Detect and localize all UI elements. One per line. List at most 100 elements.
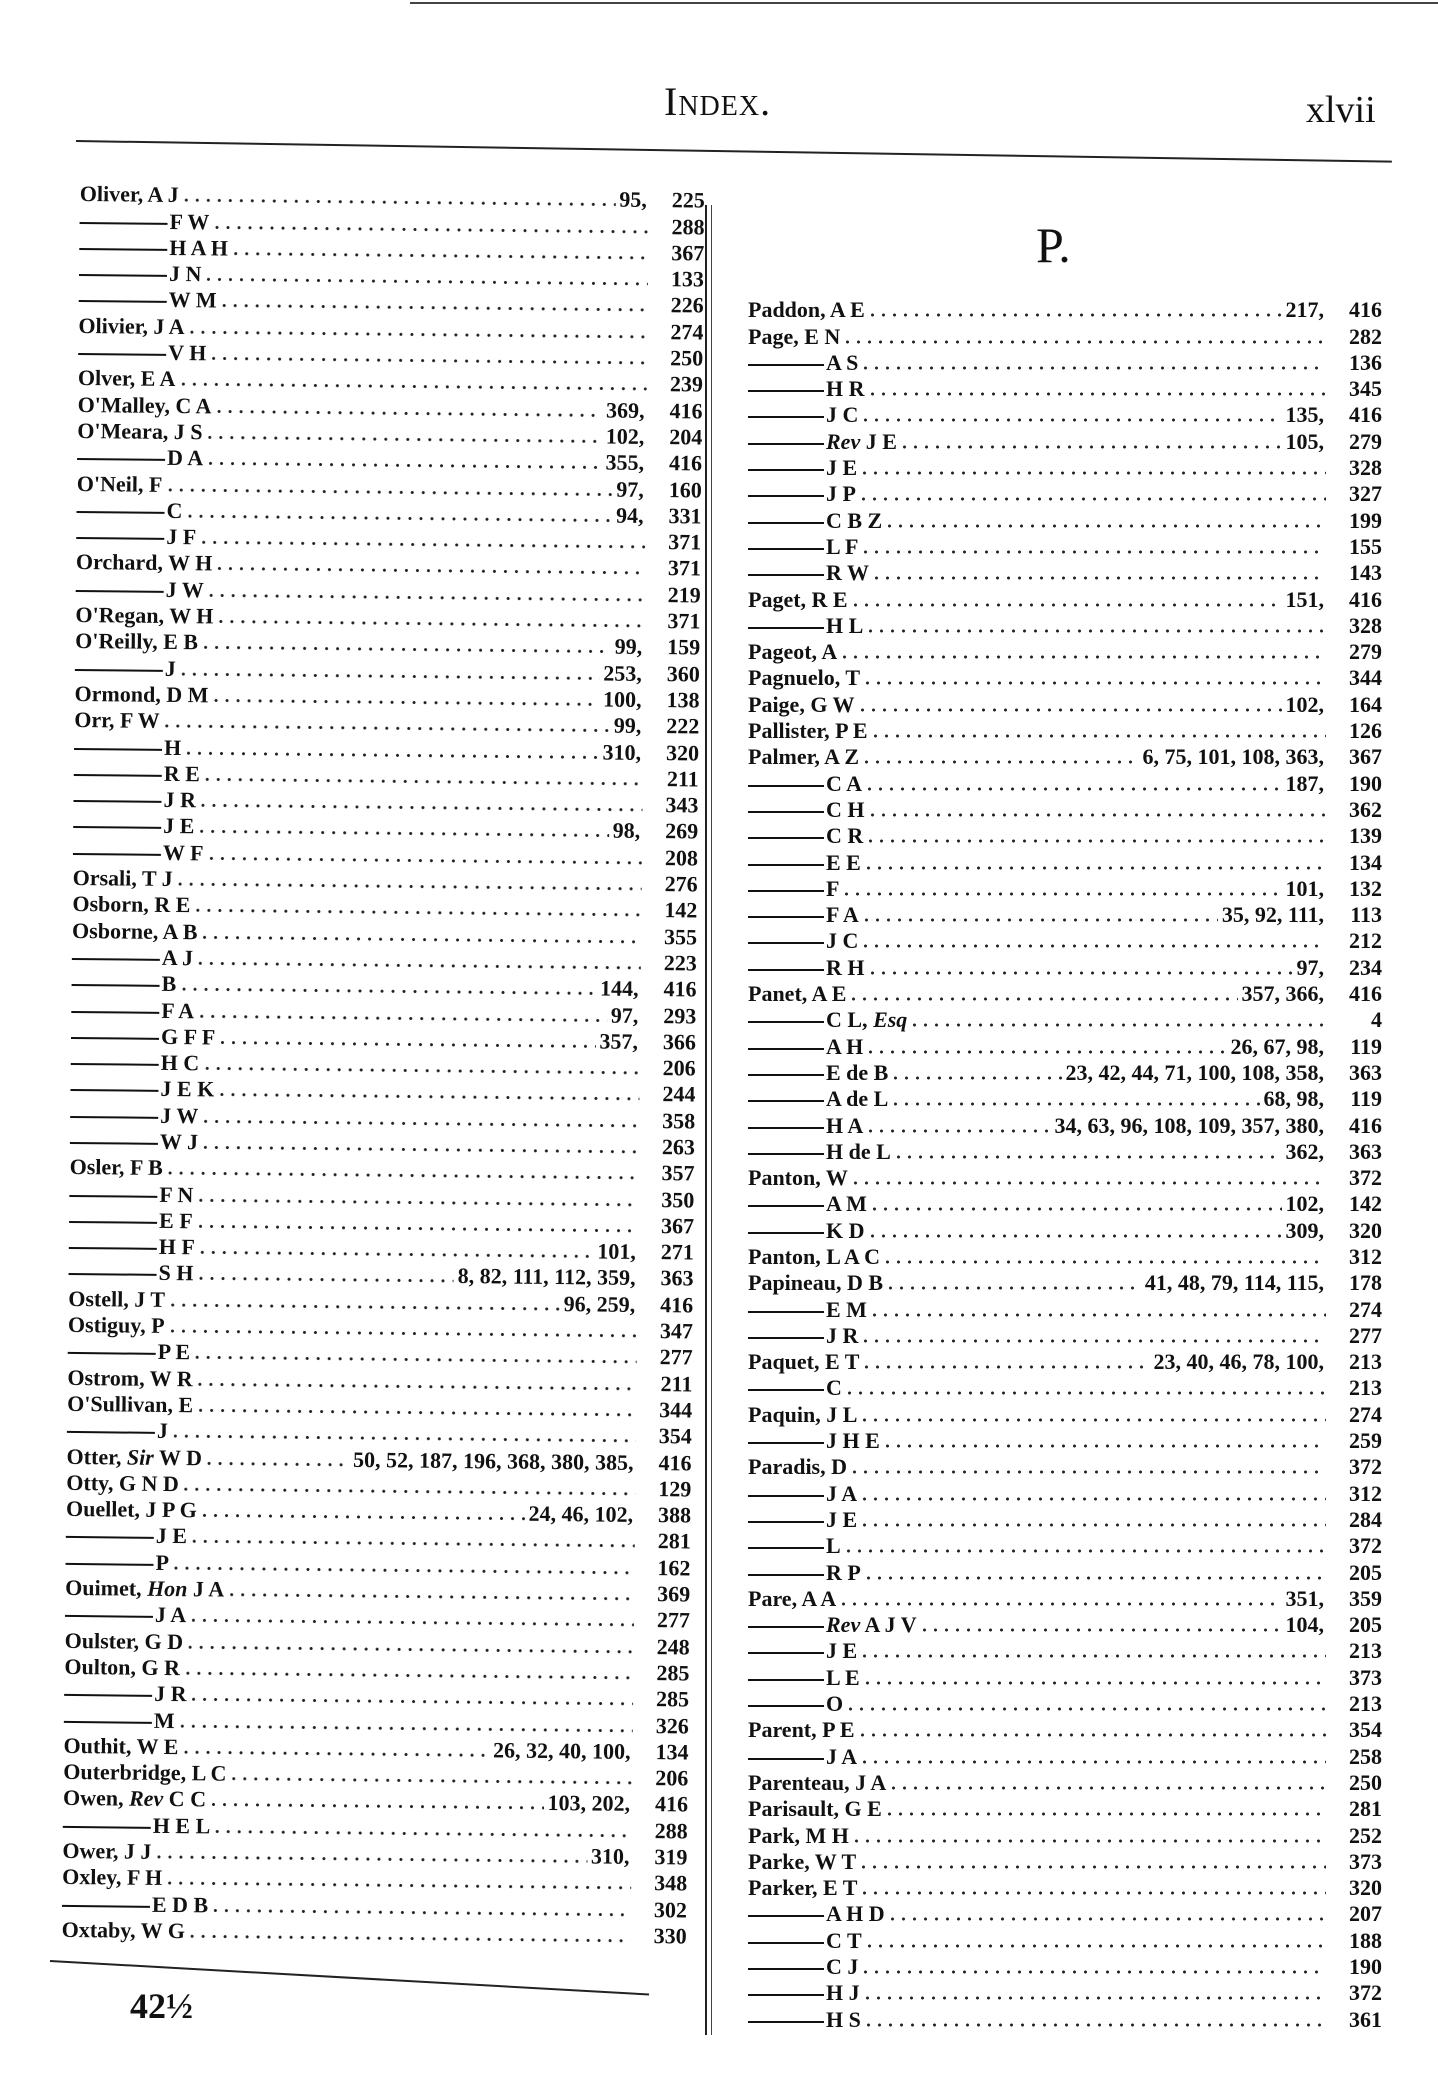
entry-name: Ouellet, J P G (66, 1496, 197, 1522)
entry-name-text: R P (826, 1559, 861, 1585)
entry-name: J E (163, 813, 194, 838)
dot-leader (180, 197, 616, 208)
running-head-title: Index. (664, 79, 772, 124)
dot-leader (859, 1653, 1326, 1660)
entry-name-text: M (153, 1707, 175, 1733)
entry-name-text: Orsali, T J (72, 864, 173, 892)
dot-leader (208, 355, 648, 367)
index-entry: R W 143 (748, 559, 1382, 585)
dot-leader (199, 933, 642, 945)
ditto-dash (748, 1547, 824, 1550)
entry-name-text: Otty, G N D (66, 1469, 179, 1496)
entry-name: Orchard, W H (76, 549, 213, 575)
entry-references: 96, 259, (563, 1290, 636, 1317)
entry-name-text: Owen, (62, 1785, 130, 1812)
entry-name: Panet, A E (748, 982, 846, 1006)
entry-name-text: J R (163, 787, 197, 813)
entry-name-text: O'Neil, F (76, 470, 163, 497)
entry-page: 279 (1349, 428, 1382, 454)
entry-name-text: Ostell, J T (68, 1285, 166, 1312)
index-entry: F 101, 132 (748, 875, 1382, 901)
entry-name: J R (163, 787, 197, 813)
entry-name: D A (167, 445, 203, 470)
index-entry: Parent, P E 354 (748, 1716, 1382, 1742)
entry-name-text: A H D (826, 1901, 885, 1927)
entry-name: J P (826, 482, 856, 506)
dot-leader (865, 838, 1326, 845)
entry-name-text: Paige, G W (748, 691, 855, 717)
ditto-dash (748, 442, 824, 445)
entry-name: R P (826, 1559, 861, 1585)
entry-page: 134 (1349, 849, 1382, 875)
dot-leader (177, 670, 600, 682)
dot-leader (848, 996, 1238, 1003)
entry-name-text: L (826, 1533, 841, 1559)
entry-name-text: Palmer, A Z (748, 744, 860, 770)
ditto-dash (748, 1915, 824, 1918)
entry-name: H de L (826, 1139, 891, 1164)
dot-leader (186, 328, 648, 340)
ditto-dash (748, 1047, 824, 1050)
entry-page: 362 (1349, 796, 1382, 822)
entry-page: 327 (1349, 481, 1382, 507)
entry-name-text: Panton, L A C (748, 1243, 881, 1269)
entry-name: J E (826, 1507, 857, 1532)
entry-references: 34, 63, 96, 108, 109, 357, 380, (1054, 1112, 1325, 1138)
entry-page: 4 (1371, 1007, 1382, 1033)
entry-name: Parenteau, J A (748, 1770, 886, 1795)
entry-name-text: C T (826, 1927, 862, 1953)
entry-name: F A (826, 903, 859, 927)
entry-name-text: J E K (160, 1076, 215, 1102)
entry-page: 302 (653, 1896, 688, 1923)
entry-page: 213 (1349, 1638, 1382, 1664)
entry-page: 277 (656, 1607, 691, 1633)
entry-name-text: H C (160, 1049, 200, 1076)
dot-leader (184, 512, 612, 524)
ditto-dash (748, 1100, 824, 1103)
entry-name: E F (159, 1208, 193, 1233)
index-entry: E E 134 (748, 848, 1382, 874)
entry-references: 95, (619, 186, 647, 213)
ditto-dash (748, 889, 824, 892)
entry-page: 281 (657, 1528, 691, 1554)
index-entry: E de B 23, 42, 44, 71, 100, 108, 358, 363 (748, 1059, 1382, 1085)
dot-leader (859, 1890, 1326, 1897)
dot-leader (228, 1775, 633, 1786)
entry-page: 212 (1349, 928, 1382, 954)
entry-name: J A (155, 1602, 186, 1627)
entry-page: 244 (662, 1081, 696, 1107)
entry-name-text: Osborne, A B (72, 917, 198, 944)
entry-name-text: Ormond, D M (74, 680, 209, 708)
entry-references: 187, (1285, 770, 1325, 796)
ditto-dash (67, 1352, 156, 1356)
dot-leader (859, 1416, 1326, 1423)
entry-page: 328 (1349, 612, 1382, 638)
ditto-dash (69, 1194, 158, 1198)
entry-name: J (157, 1418, 168, 1443)
entry-page: 363 (1349, 1059, 1382, 1085)
ditto-dash (748, 1573, 824, 1576)
dot-leader (188, 1617, 634, 1629)
entry-page: 271 (660, 1239, 694, 1265)
index-entry: Page, E N 282 (748, 322, 1382, 348)
entry-references: 101, (597, 1238, 636, 1265)
entry-page: 416 (668, 450, 703, 476)
dot-leader (860, 1337, 1326, 1344)
entry-references: 6, 75, 101, 108, 363, (1142, 744, 1325, 770)
ditto-dash (76, 537, 165, 541)
dot-leader (204, 434, 602, 445)
entry-page: 416 (1349, 402, 1382, 428)
ditto-dash (748, 1941, 824, 1944)
entry-name-rest: W D (153, 1444, 203, 1470)
dot-leader (199, 644, 611, 655)
entry-references: 351, (1285, 1585, 1325, 1611)
entry-name: Panton, L A C (748, 1243, 881, 1269)
entry-name-text: Parisault, G E (748, 1796, 882, 1822)
entry-page: 134 (655, 1738, 689, 1765)
entry-name-text: Paquet, E T (748, 1349, 860, 1375)
ditto-dash (75, 589, 164, 593)
index-entry: C J 190 (748, 1953, 1382, 1979)
index-entry: Rev A J V 104, 205 (748, 1611, 1382, 1637)
entry-name-text: Orr, F W (74, 707, 160, 734)
ditto-dash (61, 1904, 150, 1908)
